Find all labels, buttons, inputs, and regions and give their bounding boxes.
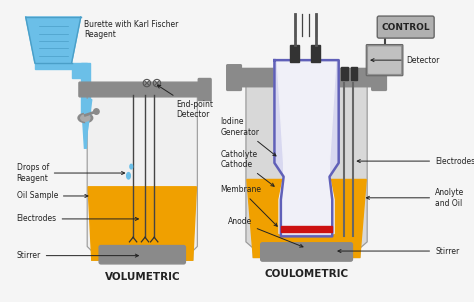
Polygon shape xyxy=(246,86,367,258)
FancyBboxPatch shape xyxy=(368,47,401,74)
Polygon shape xyxy=(72,63,87,79)
Text: Membrane: Membrane xyxy=(220,185,277,226)
Text: CONTROL: CONTROL xyxy=(382,23,430,32)
Ellipse shape xyxy=(81,115,90,121)
FancyBboxPatch shape xyxy=(198,79,211,101)
Text: Stirrer: Stirrer xyxy=(338,246,459,255)
Text: Catholyte
Cathode: Catholyte Cathode xyxy=(220,149,274,186)
Polygon shape xyxy=(274,60,339,236)
Text: End-point
Detector: End-point Detector xyxy=(157,85,213,119)
Polygon shape xyxy=(82,100,92,132)
Circle shape xyxy=(94,109,99,114)
Text: Oil Sample: Oil Sample xyxy=(17,191,88,201)
FancyBboxPatch shape xyxy=(366,44,403,76)
Ellipse shape xyxy=(127,172,130,179)
Ellipse shape xyxy=(78,113,93,123)
Ellipse shape xyxy=(130,164,133,169)
FancyBboxPatch shape xyxy=(372,65,386,90)
Bar xyxy=(341,66,348,80)
FancyBboxPatch shape xyxy=(377,16,434,38)
FancyBboxPatch shape xyxy=(79,82,206,97)
Text: Stirrer: Stirrer xyxy=(17,251,138,260)
Polygon shape xyxy=(26,17,81,63)
Text: Drops of
Reagent: Drops of Reagent xyxy=(17,163,125,183)
Polygon shape xyxy=(81,63,90,118)
Polygon shape xyxy=(247,179,366,258)
FancyBboxPatch shape xyxy=(234,68,379,87)
Text: Anolyte
and Oil: Anolyte and Oil xyxy=(366,188,465,207)
Bar xyxy=(290,45,299,62)
Polygon shape xyxy=(82,118,88,148)
Polygon shape xyxy=(88,187,196,260)
Polygon shape xyxy=(87,96,197,260)
Bar xyxy=(351,66,357,80)
Text: Burette with Karl Fischer
Reagent: Burette with Karl Fischer Reagent xyxy=(84,20,179,39)
Bar xyxy=(281,226,332,232)
Text: Iodine
Generator: Iodine Generator xyxy=(220,117,276,156)
Polygon shape xyxy=(277,60,336,234)
Polygon shape xyxy=(35,63,72,69)
Text: Anode: Anode xyxy=(228,217,303,247)
FancyBboxPatch shape xyxy=(227,65,241,90)
Text: Electrodes: Electrodes xyxy=(357,157,474,165)
Text: Electrodes: Electrodes xyxy=(17,214,138,223)
Text: VOLUMETRIC: VOLUMETRIC xyxy=(104,272,180,282)
Bar xyxy=(311,45,320,62)
Text: Detector: Detector xyxy=(371,56,440,65)
Text: COULOMETRIC: COULOMETRIC xyxy=(264,269,348,279)
FancyBboxPatch shape xyxy=(99,246,185,264)
FancyBboxPatch shape xyxy=(261,243,353,261)
